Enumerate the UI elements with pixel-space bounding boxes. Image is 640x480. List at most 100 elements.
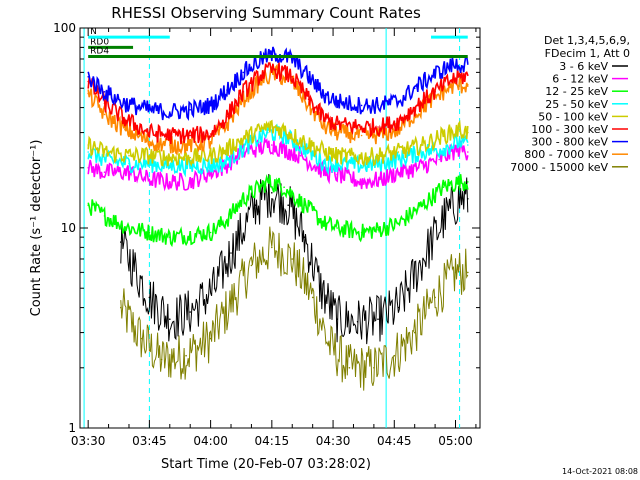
series-5-point-1 [103, 102, 106, 105]
series-0-point-13 [377, 318, 379, 321]
series-6-point-14 [336, 100, 338, 103]
legend-label-7: 800 - 7000 keV [524, 148, 608, 161]
series-0-point-7 [271, 192, 273, 194]
series-2-point-13 [336, 227, 338, 229]
series-1-point-5 [189, 181, 191, 183]
series-0-point-5 [230, 252, 232, 254]
series-8-point-8 [291, 258, 294, 260]
series-3-point-4 [169, 164, 171, 167]
series-5-point-18 [413, 106, 416, 109]
series-5-point-4 [169, 134, 171, 137]
legend-label-0: 3 - 6 keV [559, 60, 608, 73]
series-5-point-3 [148, 131, 151, 134]
series-8-point-0 [120, 306, 122, 309]
series-4-point-11 [303, 140, 306, 143]
series-6-point-6 [209, 104, 212, 107]
series-6-point-17 [397, 100, 400, 103]
series-4-point-9 [267, 126, 269, 128]
series-8-point-12 [373, 367, 375, 369]
annotation-label-2: N [90, 27, 97, 37]
series-3-point-18 [442, 147, 445, 150]
series-4-point-13 [336, 154, 338, 157]
series-4-point-0 [87, 144, 89, 146]
series-6-point-1 [103, 91, 106, 93]
series-2-point-19 [458, 181, 461, 183]
series-0-point-4 [213, 287, 216, 290]
series-8-point-11 [348, 367, 351, 369]
series-3-point-14 [360, 164, 363, 167]
series-5-point-9 [262, 71, 265, 74]
series-7-point-5 [189, 144, 191, 146]
series-8-point-2 [160, 358, 163, 361]
series-5-point-14 [336, 123, 338, 126]
series-5-point-16 [377, 126, 379, 128]
series-2-point-14 [360, 231, 363, 234]
series-7-point-1 [103, 113, 106, 116]
series-5-point-20 [450, 79, 453, 81]
series-6-point-18 [413, 87, 416, 89]
y-tick-label-1: 10 [61, 221, 76, 235]
series-7-point-13 [324, 126, 326, 128]
series-6-point-5 [189, 109, 191, 111]
series-1-point-11 [324, 171, 326, 173]
series-7-point-20 [450, 85, 453, 88]
series-4-point-6 [209, 154, 212, 157]
series-7-point-3 [148, 140, 151, 143]
series-0-point-12 [356, 320, 359, 323]
series-0-point-6 [254, 204, 257, 206]
legend-label-8: 7000 - 15000 keV [510, 161, 608, 174]
series-4-point-19 [458, 128, 461, 131]
series-6-point-2 [124, 102, 126, 105]
series-7-point-4 [169, 144, 171, 146]
series-3-point-7 [222, 162, 224, 165]
series-0-point-8 [287, 204, 290, 206]
series-7-point-7 [226, 123, 228, 126]
series-0-point-2 [169, 318, 171, 321]
series-0-point-11 [336, 318, 338, 321]
series-5-point-2 [124, 118, 126, 120]
series-2-point-20 [467, 181, 469, 183]
series-4-point-3 [148, 154, 151, 157]
series-line-6 [87, 46, 469, 121]
series-8-point-7 [271, 246, 273, 249]
series-2-point-16 [397, 223, 400, 225]
series-8-point-9 [311, 296, 314, 299]
series-6-point-7 [226, 89, 228, 91]
series-4-point-14 [360, 156, 363, 159]
series-3-point-16 [397, 158, 400, 161]
series-7-point-14 [336, 131, 338, 134]
series-5-point-15 [360, 126, 363, 128]
series-7-point-0 [87, 92, 89, 95]
series-1-point-15 [397, 171, 400, 173]
series-4-point-4 [169, 156, 171, 159]
y-axis-label: Count Rate (s⁻¹ detector⁻¹) [29, 140, 44, 317]
legend-label-6: 300 - 800 keV [531, 136, 608, 149]
series-0-point-9 [303, 236, 306, 238]
series-3-point-0 [87, 151, 89, 153]
vertical-markers [83, 28, 461, 428]
series-5-point-12 [307, 98, 310, 101]
series-3-point-17 [422, 151, 424, 153]
x-tick-label-4: 04:30 [316, 434, 351, 448]
series-5-point-21 [467, 74, 469, 77]
legend-label-3: 25 - 50 keV [545, 98, 608, 111]
series-0-point-14 [397, 306, 400, 309]
series-6-point-0 [87, 76, 89, 78]
series-0-point-16 [442, 218, 445, 221]
series-2-point-10 [283, 186, 285, 188]
series-6-point-16 [377, 104, 379, 107]
series-8-point-13 [393, 354, 396, 357]
series-5-point-0 [87, 80, 89, 83]
series-1-point-14 [381, 178, 383, 181]
y-tick-label-2: 100 [53, 21, 76, 35]
series-5-point-19 [434, 91, 436, 93]
series-2-point-3 [148, 231, 151, 234]
series-0-point-18 [467, 198, 469, 200]
series-4-point-5 [189, 156, 191, 159]
legend: Det 1,3,4,5,6,9,FDecim 1, Att 03 - 6 keV… [510, 34, 630, 174]
series-2-point-17 [422, 204, 424, 206]
series-5-point-7 [226, 115, 228, 118]
series-3-point-1 [103, 158, 106, 161]
